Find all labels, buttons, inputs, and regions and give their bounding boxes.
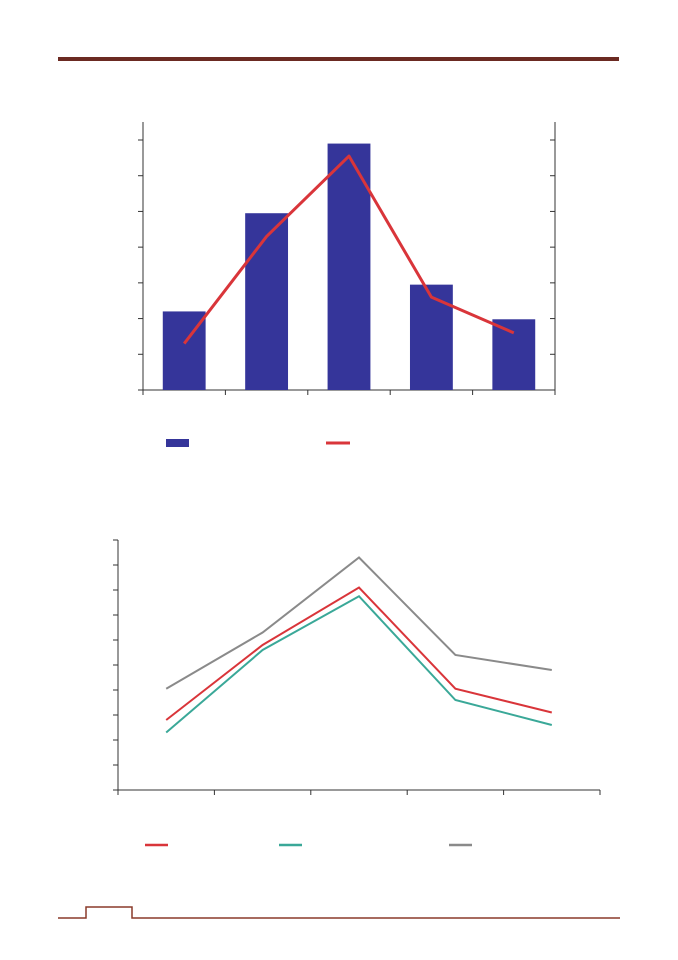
header-rule — [58, 57, 619, 61]
line-series-2 — [165, 594, 553, 734]
line-series-3 — [165, 556, 552, 690]
bar — [245, 213, 289, 390]
chart2-lines — [165, 556, 553, 734]
line-series-1 — [165, 586, 553, 721]
bar — [409, 284, 453, 390]
chart1-line-series — [183, 154, 515, 345]
bar — [327, 143, 371, 390]
chart2-axes — [113, 539, 601, 795]
bar — [492, 319, 536, 390]
footer-rule — [58, 906, 620, 919]
chart1-legend — [166, 439, 350, 447]
chart1-bars — [162, 143, 536, 390]
bar-line-chart — [138, 122, 556, 447]
legend-swatch-bar — [166, 439, 189, 447]
multi-line-chart — [113, 539, 601, 847]
